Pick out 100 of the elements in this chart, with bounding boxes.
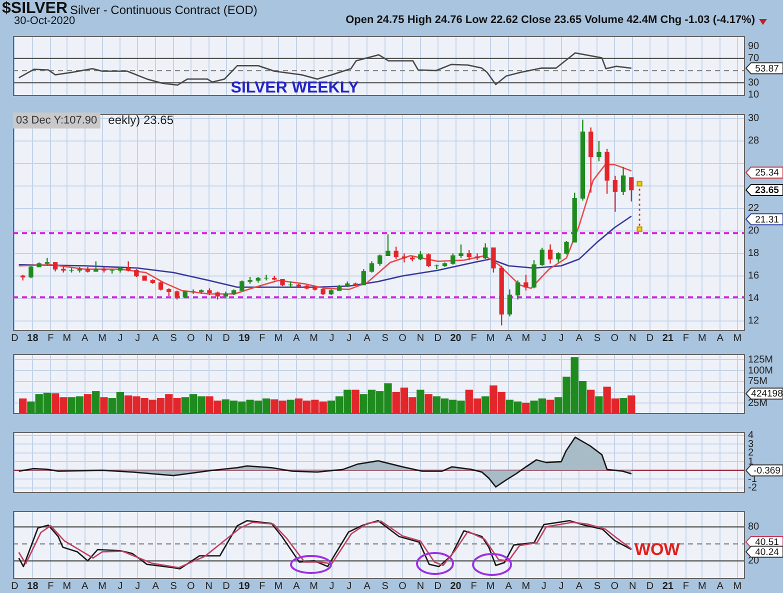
x-tick-label: 19 [238, 580, 250, 592]
text: 53.87 [755, 63, 779, 74]
x-tick-label: J [118, 332, 123, 344]
x-tick-label: 21 [662, 332, 674, 344]
x-tick-label: 18 [27, 580, 39, 592]
y-tick-label: 28 [748, 136, 760, 147]
text: 21.31 [755, 214, 779, 226]
x-tick-label: J [558, 580, 564, 592]
x-tick-label: N [416, 332, 424, 344]
x-tick-label: M [98, 580, 106, 592]
x-tick-label: F [259, 332, 266, 344]
x-tick-label: A [505, 332, 512, 344]
x-tick-label: O [610, 332, 619, 344]
x-tick-label: A [152, 332, 160, 344]
x-tick-label: A [364, 580, 371, 592]
text: 424198 [751, 388, 783, 400]
text: 23.65 [755, 185, 780, 196]
bar [619, 398, 628, 414]
x-tick-label: O [187, 332, 196, 344]
bar [100, 397, 108, 414]
y-tick-label: 30 [748, 113, 760, 124]
y-tick-label: 125M [748, 354, 774, 366]
x-tick-label: F [682, 332, 689, 344]
x-tick-label: A [293, 580, 300, 592]
y-tick-label: 18 [748, 248, 760, 260]
x-tick-label: S [382, 580, 389, 592]
x-tick-label: M [698, 332, 706, 344]
y-tick-label: 1 [748, 456, 754, 468]
y-tick-label: 10 [748, 90, 760, 101]
x-tick-label: M [98, 332, 106, 344]
y-tick-label: 20 [748, 226, 760, 237]
x-tick-label: S [170, 580, 178, 592]
x-tick-label: N [205, 580, 213, 592]
text: 40.51 [755, 537, 779, 548]
x-tick-label: J [541, 580, 546, 592]
x-tick-label: M [486, 332, 495, 344]
chart-subtitle: Silver - Continuous Contract (EOD) [70, 3, 258, 17]
x-tick-label: 18 [27, 332, 39, 344]
annotation: eekly) 23.65 [108, 112, 174, 127]
x-tick-label: M [310, 332, 318, 344]
x-tick-label: D [222, 332, 230, 344]
x-tick-label: M [733, 580, 742, 592]
x-tick-label: D [434, 580, 442, 592]
x-tick-label: M [522, 580, 530, 592]
x-tick-label: S [170, 332, 178, 344]
x-tick-label: M [698, 580, 706, 592]
x-tick-label: A [716, 332, 724, 344]
x-tick-label: J [346, 580, 352, 592]
x-tick-label: N [628, 580, 636, 592]
x-tick-label: D [646, 332, 654, 344]
annotation: SILVER WEEKLY [230, 80, 360, 97]
x-tick-label: D [11, 332, 18, 344]
x-tick-label: J [541, 332, 546, 344]
x-tick-label: F [470, 580, 477, 592]
x-tick-label: A [716, 580, 724, 592]
x-tick-label: S [382, 332, 389, 344]
x-tick-label: 19 [238, 332, 250, 344]
y-tick-label: 4 [748, 430, 754, 442]
text: 30-Oct-2020 [14, 15, 76, 27]
x-tick-label: F [48, 332, 54, 344]
x-tick-label: J [118, 580, 123, 592]
y-tick-label: 16 [748, 270, 760, 282]
y-tick-label: 70 [748, 53, 760, 64]
x-tick-label: A [505, 580, 512, 592]
x-tick-label: N [416, 580, 424, 592]
x-tick-label: O [610, 580, 619, 592]
x-tick-label: A [293, 332, 300, 344]
x-tick-label: O [187, 580, 196, 592]
bar [587, 390, 595, 414]
annotation: WOW [634, 540, 681, 560]
x-tick-label: A [364, 332, 371, 344]
x-tick-label: M [310, 580, 318, 592]
x-tick-label: N [205, 332, 213, 344]
x-tick-label: M [486, 580, 495, 592]
bar [416, 390, 424, 414]
x-tick-label: J [329, 332, 334, 344]
x-tick-label: M [274, 332, 283, 344]
bar [482, 396, 490, 414]
bar [92, 391, 100, 414]
y-tick-label: 3 [748, 438, 754, 450]
bar [595, 396, 603, 414]
x-tick-label: J [346, 332, 352, 344]
y-tick-label: 14 [748, 293, 760, 304]
x-tick-label: J [558, 332, 564, 344]
x-tick-label: A [82, 332, 89, 344]
x-tick-label: F [682, 580, 689, 592]
x-tick-label: D [646, 580, 654, 592]
y-tick-label: 80 [748, 522, 760, 533]
x-tick-label: S [594, 580, 601, 592]
bar [84, 394, 92, 414]
x-tick-label: M [733, 332, 742, 344]
x-tick-label: A [576, 580, 583, 592]
x-tick-label: 20 [450, 332, 462, 344]
y-tick-label: 30 [748, 77, 760, 88]
candlestick [240, 280, 244, 292]
x-tick-label: M [62, 332, 72, 344]
x-tick-label: M [274, 580, 283, 592]
y-tick-label: -2 [748, 482, 758, 494]
y-tick-label: 22 [748, 203, 760, 214]
x-tick-label: J [135, 580, 140, 592]
